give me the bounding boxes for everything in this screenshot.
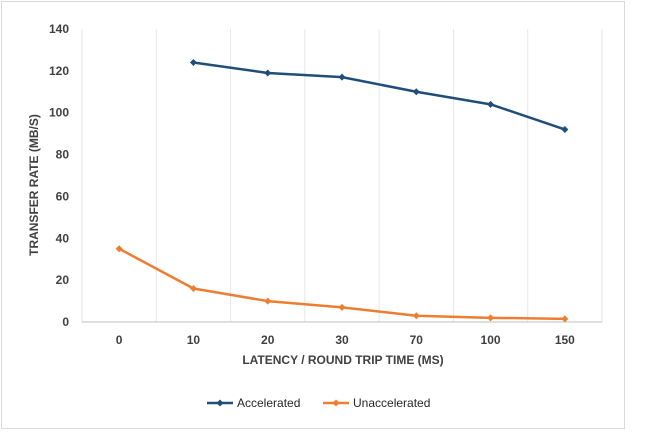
x-tick-label: 0 <box>116 333 123 347</box>
data-point <box>487 100 495 108</box>
y-tick-label: 140 <box>49 22 69 36</box>
legend-marker <box>332 399 340 407</box>
y-tick-label: 20 <box>56 273 70 287</box>
y-axis-title: TRANSFER RATE (MB/S) <box>27 114 41 256</box>
y-tick-label: 0 <box>62 315 69 329</box>
data-point <box>412 312 420 320</box>
legend-marker <box>216 399 224 407</box>
x-axis-title: LATENCY / ROUND TRIP TIME (MS) <box>242 353 443 367</box>
line-chart: 0 20 40 60 80 100 120 140 0 10 20 30 70 100 150 TRANS… <box>27 22 603 410</box>
gridlines <box>81 29 603 322</box>
data-point <box>561 125 569 133</box>
data-point <box>264 69 272 77</box>
chart-frame: 0 20 40 60 80 100 120 140 0 10 20 30 70 100 150 TRANS… <box>1 1 625 429</box>
series-unaccelerated <box>115 245 569 323</box>
data-point <box>412 88 420 96</box>
legend: Accelerated Unaccelerated <box>207 396 430 410</box>
data-point <box>264 297 272 305</box>
legend-item: Accelerated <box>207 396 300 410</box>
x-tick-label: 30 <box>335 333 349 347</box>
x-tick-label: 100 <box>481 333 501 347</box>
data-point <box>115 245 123 253</box>
legend-label: Unaccelerated <box>353 396 430 410</box>
y-tick-label: 120 <box>49 64 69 78</box>
y-tick-labels: 0 20 40 60 80 100 120 140 <box>49 22 69 329</box>
legend-label: Accelerated <box>237 396 300 410</box>
x-tick-label: 150 <box>555 333 575 347</box>
data-point <box>561 315 569 323</box>
legend-item: Unaccelerated <box>323 396 430 410</box>
data-point <box>189 58 197 66</box>
x-tick-labels: 0 10 20 30 70 100 150 <box>116 333 575 347</box>
x-tick-label: 20 <box>261 333 275 347</box>
x-tick-label: 10 <box>187 333 201 347</box>
data-point <box>487 314 495 322</box>
series-lines <box>115 58 569 323</box>
y-tick-label: 40 <box>56 231 70 245</box>
data-point <box>189 285 197 293</box>
data-point <box>338 303 346 311</box>
y-tick-label: 80 <box>56 148 70 162</box>
x-tick-label: 70 <box>410 333 424 347</box>
y-tick-label: 60 <box>56 189 70 203</box>
data-point <box>338 73 346 81</box>
series-line <box>193 61 566 131</box>
series-accelerated <box>189 58 569 133</box>
y-tick-label: 100 <box>49 106 69 120</box>
